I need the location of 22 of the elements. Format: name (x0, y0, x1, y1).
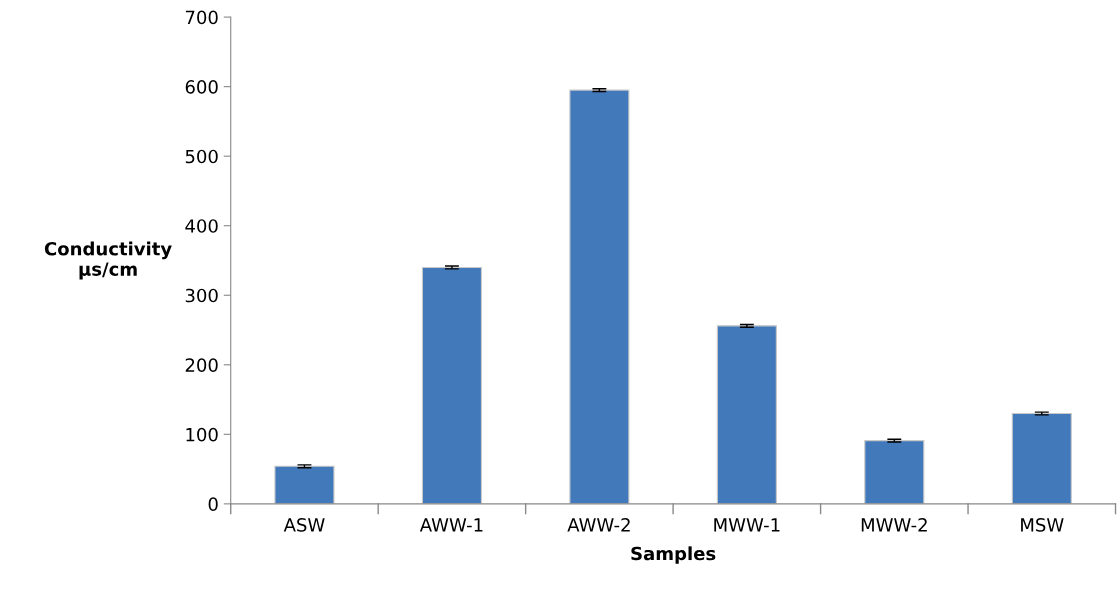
bar (274, 465, 335, 504)
x-tick-label: MSW (1021, 518, 1064, 532)
y-tick-label: 500 (185, 149, 218, 164)
x-axis-title: Samples (631, 546, 716, 564)
y-axis-title: Conductivity µs/cm (44, 241, 172, 280)
bar (421, 266, 482, 504)
bar (864, 440, 925, 504)
y-tick-label: 700 (185, 10, 218, 25)
x-tick-label: MWW-2 (861, 518, 927, 532)
y-tick-label: 400 (185, 219, 218, 233)
bar (716, 325, 777, 504)
y-tick-label: 300 (185, 288, 218, 303)
bar (569, 89, 630, 504)
x-tick-label: AWW-1 (419, 518, 483, 532)
x-tick-label: AWW-2 (567, 518, 630, 532)
y-tick-label: 0 (208, 497, 218, 511)
bar (1011, 412, 1072, 504)
x-tick-label: ASW (283, 518, 325, 532)
y-tick-label: 600 (185, 80, 218, 94)
x-tick-label: MWW-1 (714, 518, 780, 532)
y-tick-label: 100 (186, 427, 218, 442)
y-tick-label: 200 (185, 358, 218, 372)
